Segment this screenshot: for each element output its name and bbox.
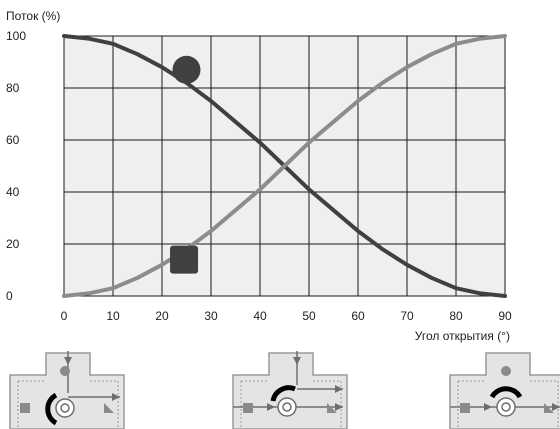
plot-area: 0 10 20 30 40 50 60 70 80 90 0 20 40 60 80 100: [6, 29, 512, 323]
series-line-2: [62, 34, 507, 298]
valve-schematic-left-position: [8, 345, 126, 429]
x-tick-label: 50: [302, 309, 316, 323]
y-tick-label: 40: [6, 185, 20, 199]
series-marker-circle: [172, 55, 201, 84]
x-tick-label: 60: [351, 309, 365, 323]
x-tick-label: 80: [449, 309, 463, 323]
x-axis-title: Угол открытия (°): [415, 329, 510, 343]
y-tick-label: 20: [6, 237, 20, 251]
x-tick-label: 70: [400, 309, 414, 323]
flow-chart: Поток (%) Угол открытия (°) 0 10 20 30 40 50 6…: [6, 9, 512, 343]
valve-schematic-top-position: [448, 345, 560, 429]
x-tick-label: 40: [253, 309, 267, 323]
x-tick-label: 10: [106, 309, 120, 323]
x-tick-label: 0: [61, 309, 68, 323]
y-tick-label: 100: [6, 29, 26, 43]
x-tick-label: 20: [155, 309, 169, 323]
series-marker-square: [170, 245, 199, 274]
y-tick-label: 80: [6, 81, 20, 95]
valve-schematic-middle-position: [231, 345, 349, 429]
y-tick-label: 0: [6, 289, 13, 303]
x-tick-label: 90: [498, 309, 512, 323]
x-tick-label: 30: [204, 309, 218, 323]
y-axis-title: Поток (%): [6, 9, 60, 23]
y-tick-label: 60: [6, 133, 20, 147]
